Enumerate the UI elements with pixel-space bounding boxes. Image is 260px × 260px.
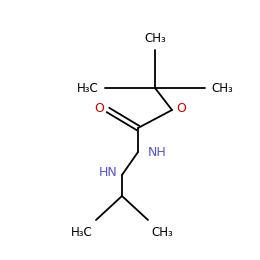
Text: HN: HN	[99, 166, 118, 179]
Text: CH₃: CH₃	[151, 225, 173, 238]
Text: CH₃: CH₃	[144, 31, 166, 44]
Text: H₃C: H₃C	[71, 225, 93, 238]
Text: O: O	[94, 102, 104, 115]
Text: H₃C: H₃C	[77, 81, 99, 94]
Text: CH₃: CH₃	[211, 81, 233, 94]
Text: O: O	[176, 102, 186, 115]
Text: NH: NH	[148, 146, 167, 159]
